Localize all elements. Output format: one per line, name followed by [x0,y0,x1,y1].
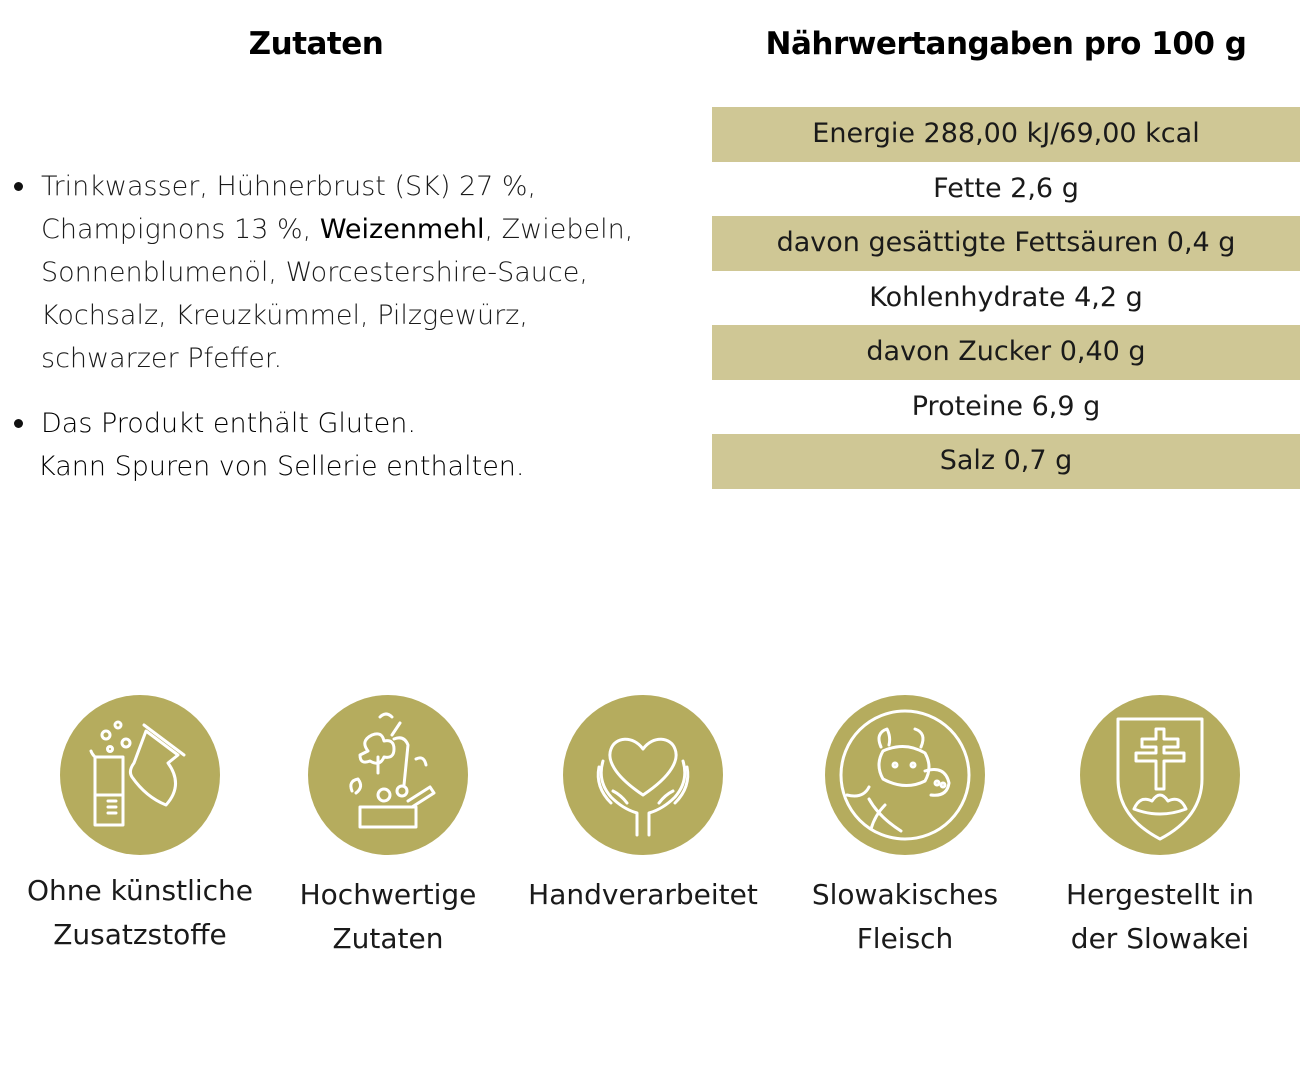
badge-label-line2: Zusatzstoffe [53,918,227,951]
hands-heart-icon [563,695,723,855]
ingredients-text: Trinkwasser, Hühnerbrust (SK) 27 %, Cham… [41,171,634,374]
ingredients-heading: Zutaten [248,26,384,62]
badge-label-line2: Zutaten [332,922,444,955]
ingredients-list-item: Trinkwasser, Hühnerbrust (SK) 27 %, Cham… [14,165,654,380]
badge-slovak-meat: Slowakisches Fleisch [790,695,1020,961]
lab-flask-icon [60,695,220,855]
nutrition-row-saturated-fat: davon gesättigte Fettsäuren 0,4 g [712,216,1300,271]
badge-handmade: Handverarbeitet [510,695,776,917]
badge-made-in-slovakia: Hergestellt in der Slowakei [1040,695,1280,961]
badge-label-line2: Fleisch [856,922,954,955]
nutrition-row-salt: Salz 0,7 g [712,434,1300,489]
badge-quality-ingredients: Hochwertige Zutaten [283,695,493,961]
badge-label-line1: Hochwertige [299,878,477,911]
nutrition-row-protein: Proteine 6,9 g [911,390,1101,422]
ingredients-section: Trinkwasser, Hühnerbrust (SK) 27 %, Cham… [14,165,654,488]
allergen-celery-text: Kann Spuren von Sellerie enthalten. [38,451,525,482]
nutrition-row-carbohydrates: Kohlenhydrate 4,2 g [869,281,1143,313]
badge-label-line1: Slowakisches [811,878,999,911]
nutrition-table: Energie 288,00 kJ/69,00 kcal Fette 2,6 g… [712,107,1300,489]
badge-label-line2: der Slowakei [1070,922,1250,955]
animals-icon [825,695,985,855]
badge-label-line1: Hergestellt in [1065,878,1255,911]
nutrition-row-fat: Fette 2,6 g [933,172,1079,204]
vegetables-box-icon [308,695,468,855]
nutrition-row-energy: Energie 288,00 kJ/69,00 kcal [712,107,1300,162]
nutrition-heading: Nährwertangaben pro 100 g [765,26,1247,62]
bullet-icon [14,182,23,191]
bullet-icon [14,419,23,428]
allergen-list-item: Das Produkt enthält Gluten. Kann Spuren … [14,402,654,488]
badge-no-additives: Ohne künstliche Zusatzstoffe [0,695,280,957]
allergen-gluten-text: Das Produkt enthält Gluten. [41,408,416,439]
badge-label-line1: Ohne künstliche [27,874,253,907]
allergen-highlight: Weizenmehl [319,214,485,245]
badge-label-line1: Handverarbeitet [528,878,758,911]
feature-badges: Ohne künstliche Zusatzstoffe Hochwertige… [0,695,1300,975]
nutrition-row-sugar: davon Zucker 0,40 g [712,325,1300,380]
slovak-coat-of-arms-icon [1080,695,1240,855]
